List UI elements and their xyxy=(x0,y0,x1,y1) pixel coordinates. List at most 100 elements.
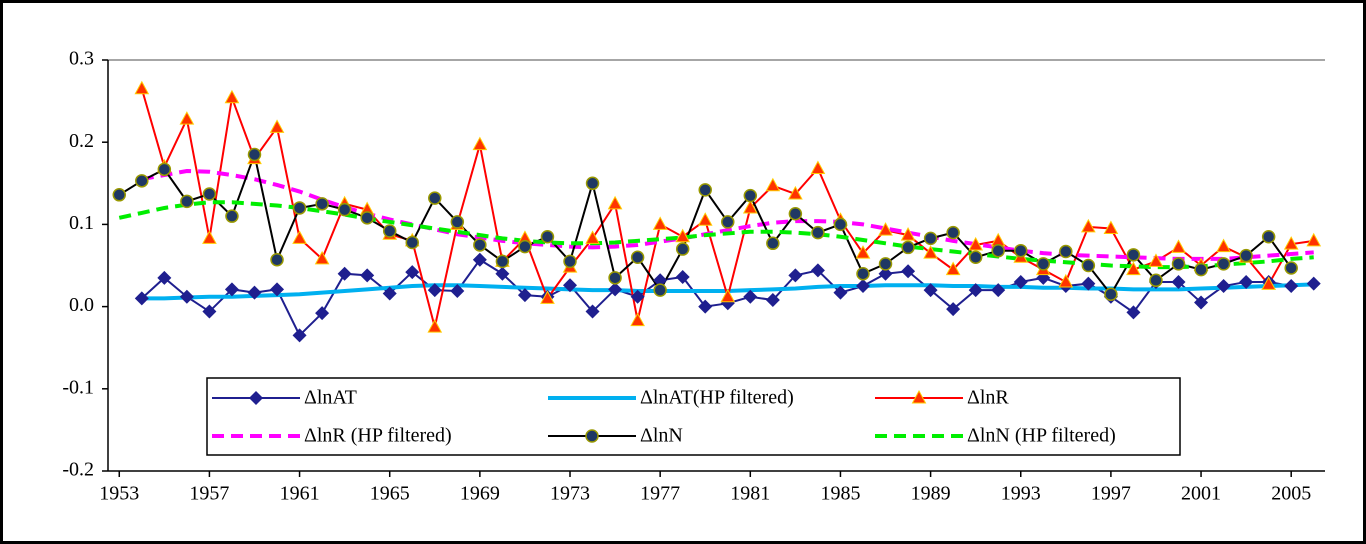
marker xyxy=(1194,262,1208,277)
y-tick-label: 0.1 xyxy=(69,212,94,234)
marker xyxy=(292,201,307,215)
marker xyxy=(1239,248,1253,263)
marker xyxy=(743,188,758,203)
marker xyxy=(1216,279,1231,294)
marker xyxy=(1148,253,1164,267)
marker xyxy=(517,288,532,303)
marker xyxy=(1216,257,1231,271)
marker xyxy=(653,283,667,297)
marker xyxy=(247,285,262,300)
marker xyxy=(1013,274,1028,289)
marker xyxy=(157,162,172,177)
marker xyxy=(878,222,893,236)
marker xyxy=(878,266,893,281)
x-tick-label: 1997 xyxy=(1091,483,1131,505)
marker xyxy=(202,230,217,244)
y-tick-label: 0.0 xyxy=(69,294,94,316)
marker xyxy=(923,245,938,259)
marker xyxy=(720,288,736,303)
marker xyxy=(585,176,600,191)
marker xyxy=(1126,248,1141,262)
marker xyxy=(901,264,916,279)
marker xyxy=(788,185,803,200)
marker xyxy=(1036,257,1051,271)
marker xyxy=(721,215,735,229)
marker xyxy=(1104,287,1118,302)
marker xyxy=(1194,295,1209,310)
marker xyxy=(292,328,307,343)
x-tick-label: 1965 xyxy=(370,483,410,505)
marker xyxy=(1261,276,1276,290)
x-tick-label: 1985 xyxy=(820,483,860,505)
marker xyxy=(585,230,600,244)
marker xyxy=(630,250,645,265)
marker xyxy=(563,278,578,293)
marker xyxy=(630,312,645,327)
y-tick-label: 0.2 xyxy=(69,130,94,152)
marker xyxy=(134,80,150,95)
marker xyxy=(585,304,600,319)
marker xyxy=(1081,258,1096,273)
marker xyxy=(901,240,915,255)
marker xyxy=(249,391,263,405)
marker xyxy=(1126,305,1141,320)
marker xyxy=(360,268,375,283)
marker xyxy=(1126,261,1141,276)
marker xyxy=(911,389,927,404)
y-tick-label: -0.2 xyxy=(62,459,94,481)
marker xyxy=(134,291,149,306)
marker xyxy=(788,206,803,221)
marker xyxy=(382,286,397,301)
x-tick-label: 1961 xyxy=(280,483,320,505)
marker xyxy=(900,227,916,241)
marker xyxy=(1306,276,1321,291)
marker xyxy=(427,319,443,333)
marker xyxy=(788,268,803,283)
marker xyxy=(540,229,555,244)
marker xyxy=(450,215,465,229)
marker xyxy=(675,228,691,243)
marker xyxy=(224,282,239,297)
x-tick-label: 2005 xyxy=(1271,483,1311,505)
x-tick-label: 1989 xyxy=(911,483,951,505)
series-line xyxy=(118,200,1314,270)
marker xyxy=(810,263,825,278)
marker xyxy=(1103,220,1119,235)
marker xyxy=(337,202,352,217)
marker xyxy=(1171,239,1186,253)
marker xyxy=(878,257,893,271)
marker xyxy=(292,230,307,244)
marker xyxy=(1171,274,1186,289)
marker xyxy=(270,282,285,297)
marker xyxy=(630,289,645,304)
marker xyxy=(766,236,780,251)
marker xyxy=(495,254,510,269)
x-tick-label: 1957 xyxy=(189,483,229,505)
marker xyxy=(1239,274,1254,289)
marker xyxy=(495,266,510,281)
legend-label: ΔlnAT(HP filtered) xyxy=(640,387,794,409)
marker xyxy=(540,290,555,304)
marker xyxy=(405,265,420,280)
marker xyxy=(653,273,668,288)
marker xyxy=(202,187,217,201)
x-tick-label: 1973 xyxy=(550,483,590,505)
marker xyxy=(991,243,1005,258)
marker xyxy=(585,429,599,443)
marker xyxy=(473,238,487,252)
marker xyxy=(269,119,285,133)
legend-label: ΔlnAT xyxy=(304,387,357,409)
marker xyxy=(742,199,758,214)
marker xyxy=(810,160,826,175)
marker xyxy=(946,302,961,317)
marker xyxy=(472,252,487,267)
legend-label: ΔlnR xyxy=(967,387,1009,409)
marker xyxy=(1306,232,1322,247)
marker xyxy=(247,147,262,162)
marker xyxy=(923,283,938,298)
marker xyxy=(855,279,870,294)
legend: ΔlnAT ΔlnAT(HP filtered) ΔlnR ΔlnR (HP filt… xyxy=(206,377,1181,456)
y-tick-label: -0.1 xyxy=(62,376,94,398)
legend-label: ΔlnN (HP filtered) xyxy=(967,425,1116,447)
